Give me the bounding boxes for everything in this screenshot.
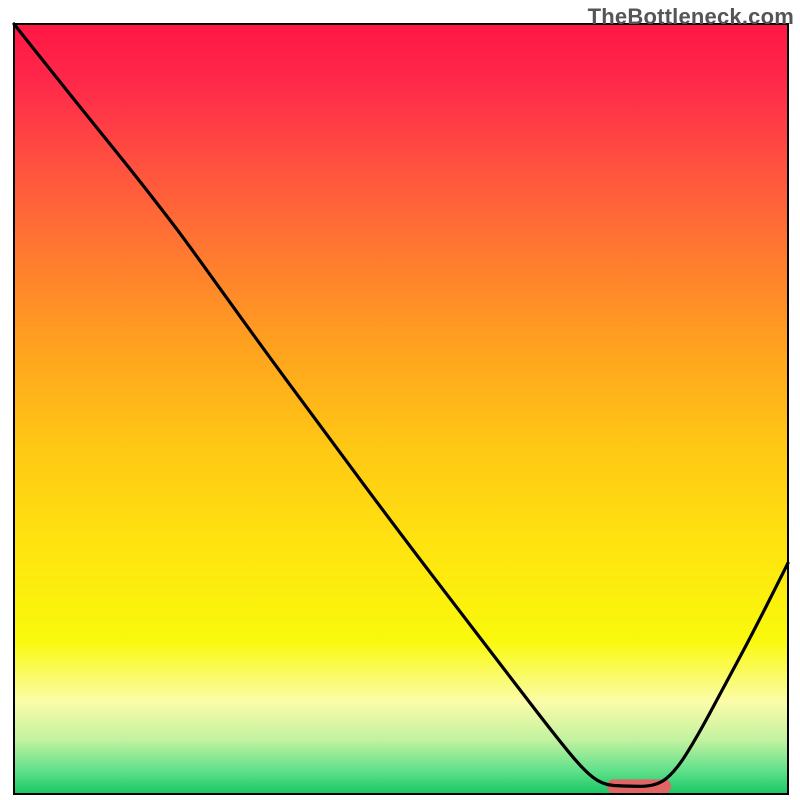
bottleneck-chart: [0, 0, 800, 800]
gradient-background: [14, 24, 788, 794]
chart-wrapper: TheBottleneck.com: [0, 0, 800, 800]
watermark-text: TheBottleneck.com: [588, 4, 794, 30]
